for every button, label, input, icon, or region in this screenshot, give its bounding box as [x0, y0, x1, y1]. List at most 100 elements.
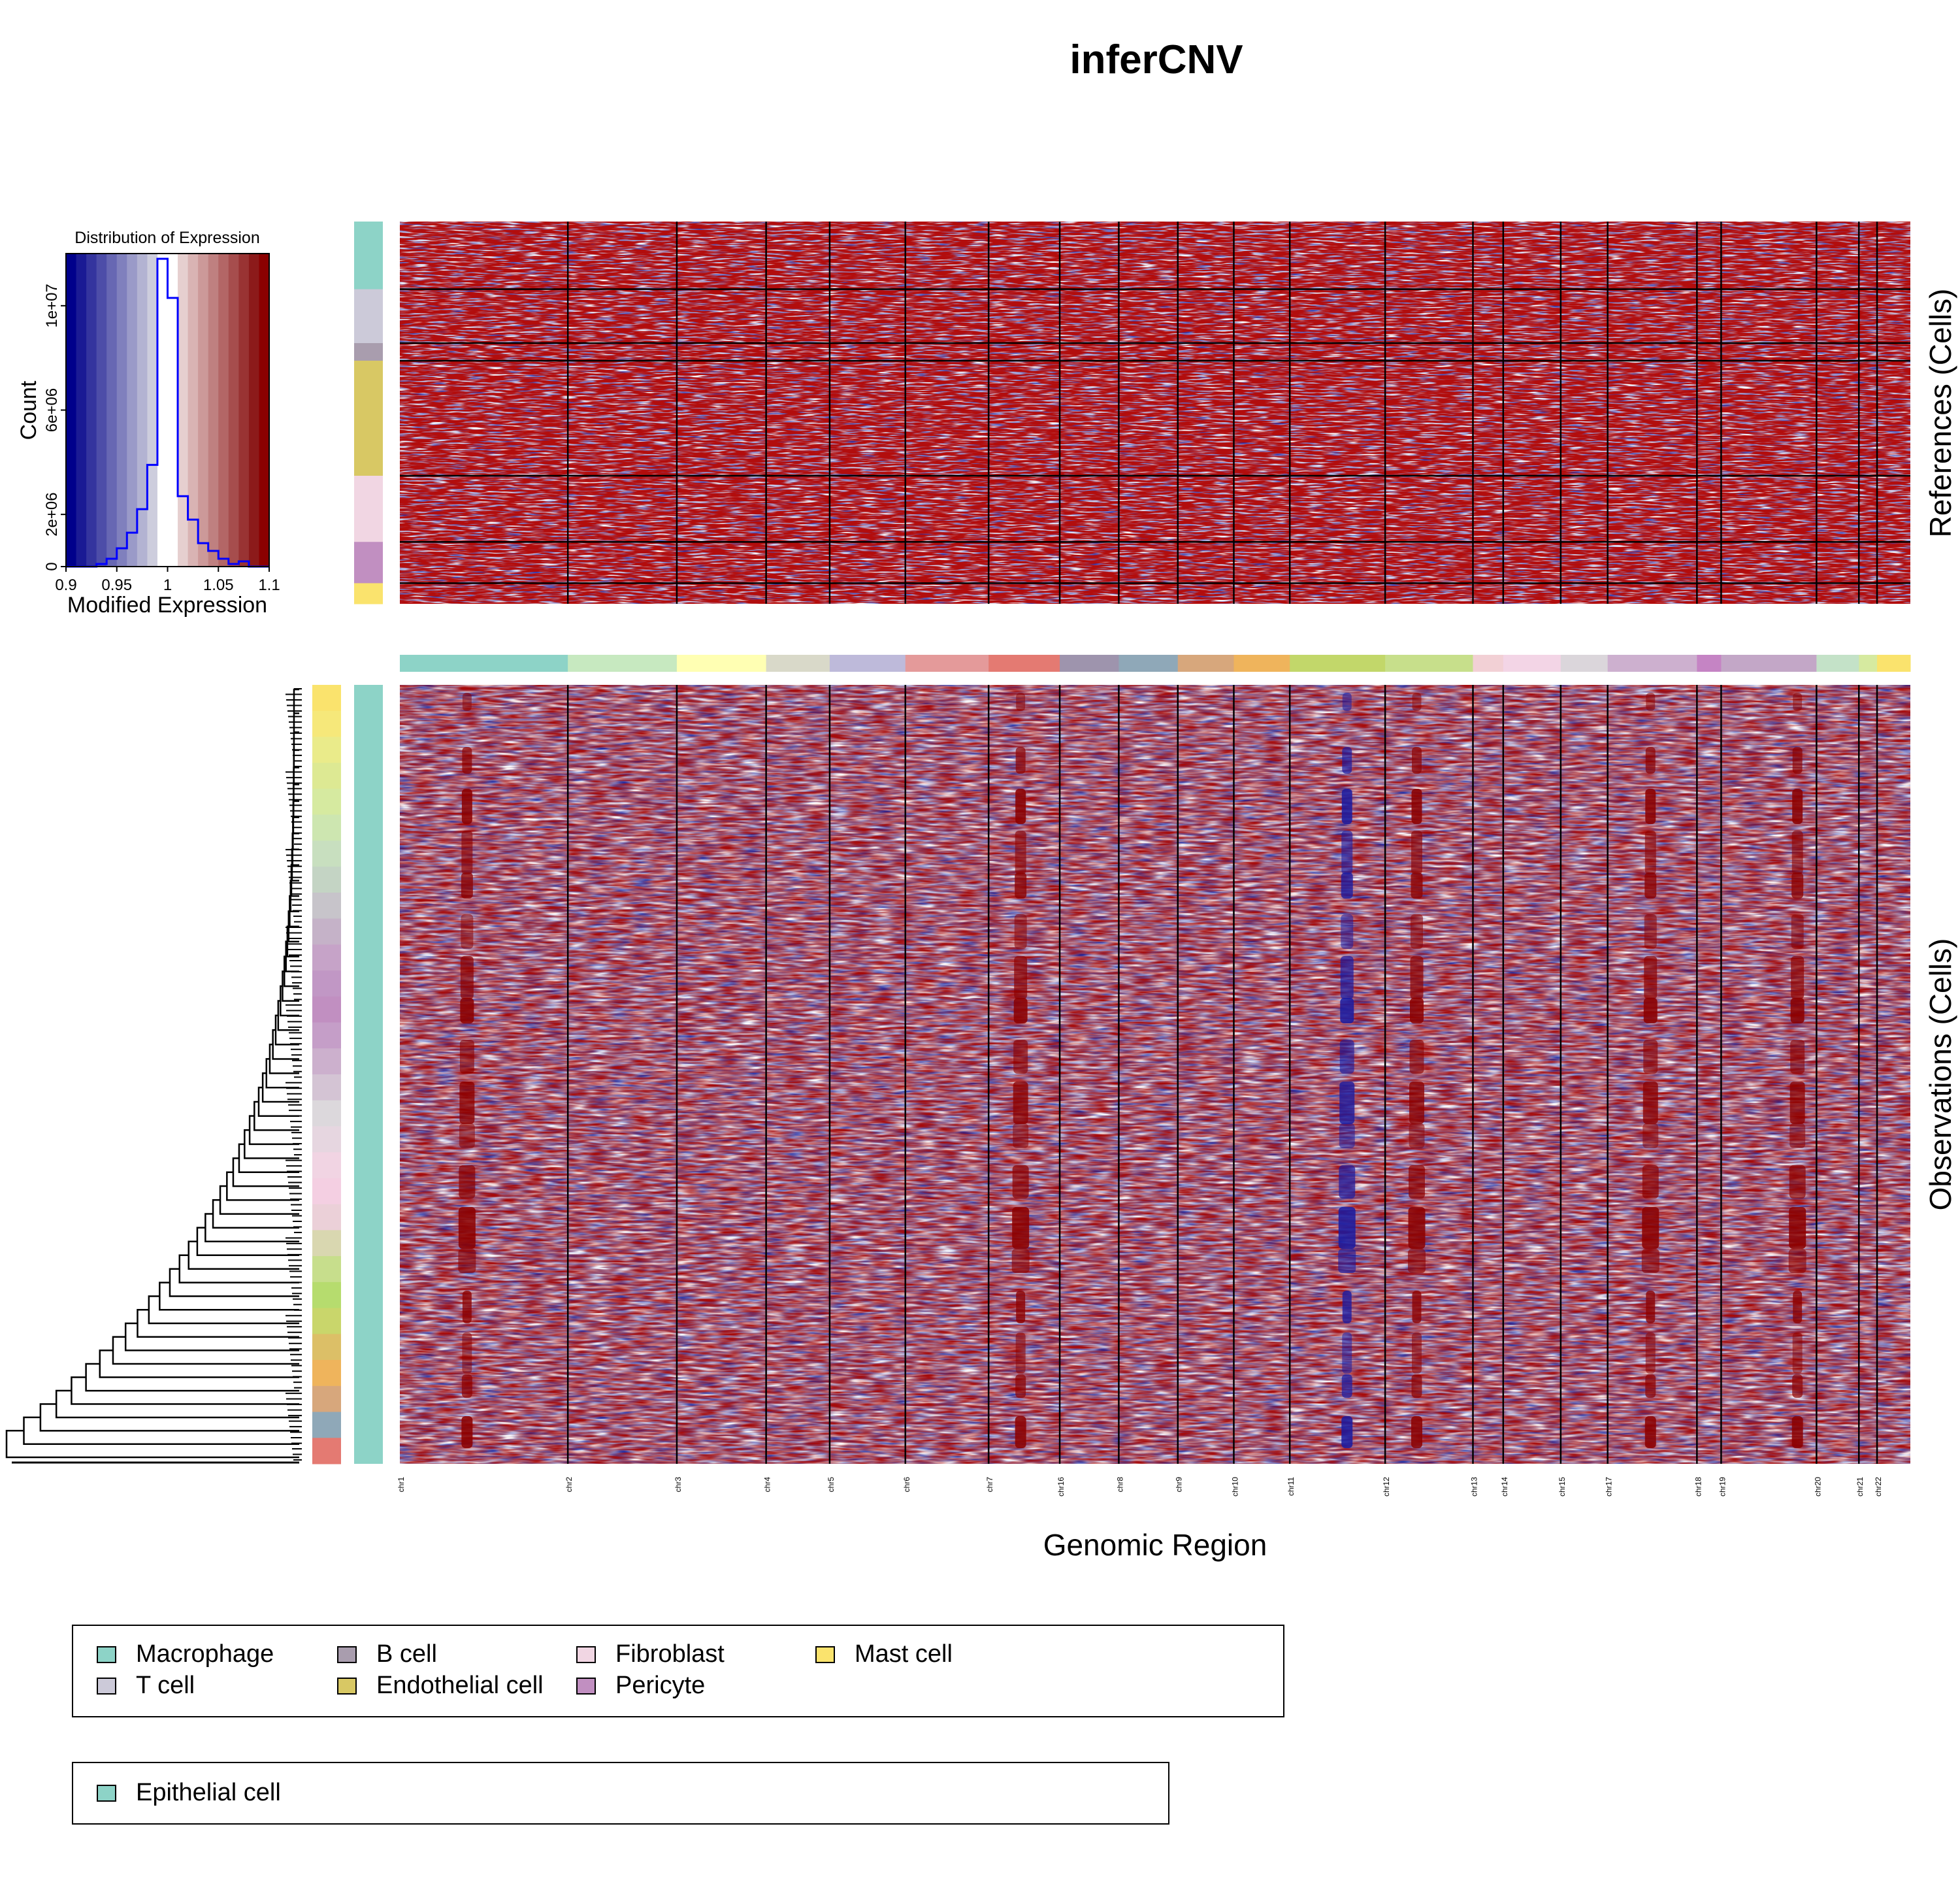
cnv-signal-blob: [1011, 1249, 1030, 1273]
cluster-segment: [312, 1282, 341, 1309]
cluster-segment: [312, 1100, 341, 1127]
chromosome-band-chr12: [1385, 655, 1473, 672]
cnv-signal-blob: [461, 1374, 472, 1398]
cnv-signal-blob: [1015, 747, 1026, 774]
cnv-signal-blob: [1338, 1207, 1356, 1249]
histogram-y-tick-label: 1e+07: [43, 284, 61, 327]
cnv-signal-blob: [1411, 872, 1423, 899]
cluster-segment: [312, 1256, 341, 1283]
cluster-segment: [312, 970, 341, 997]
cnv-signal-blob: [462, 1291, 472, 1323]
cnv-signal-blob: [1339, 1082, 1355, 1124]
cnv-signal-blob: [459, 1082, 475, 1124]
reference-legend: Macrophage T cell B cell Endothelial cel…: [72, 1625, 1284, 1717]
cluster-segment: [312, 1204, 341, 1231]
legend-item-t-cell: T cell: [97, 1672, 195, 1700]
histogram-color-band: [218, 254, 229, 567]
cnv-signal-blob: [1644, 1416, 1656, 1448]
histogram-x-tick-label: 0.95: [101, 576, 132, 594]
cnv-signal-blob: [461, 872, 473, 899]
histogram-title: Distribution of Expression: [74, 229, 259, 247]
cnv-signal-blob: [1410, 956, 1424, 999]
cnv-signal-blob: [1790, 998, 1805, 1023]
chromosome-band-chr10: [1233, 655, 1290, 672]
reference-group-pericyte: [354, 542, 383, 584]
cnv-signal-blob: [1339, 1165, 1356, 1199]
cnv-signal-blob: [460, 956, 474, 999]
cnv-signal-blob: [462, 1332, 472, 1374]
cnv-signal-blob: [1408, 1207, 1426, 1249]
cnv-signal-blob: [1411, 747, 1422, 774]
observation-dendrogram: [5, 688, 302, 1464]
histogram-y-tick-label: 2e+06: [43, 492, 61, 536]
cnv-signal-blob: [1341, 1416, 1353, 1448]
cluster-segment: [312, 710, 341, 737]
cnv-signal-blob: [461, 831, 473, 874]
cluster-segment: [312, 892, 341, 919]
chromosome-label-chr6: chr6: [902, 1477, 911, 1493]
legend-swatch: [576, 1646, 596, 1663]
cnv-signal-blob: [1411, 831, 1422, 874]
cnv-signal-blob: [1789, 1123, 1806, 1148]
chromosome-band-chr8: [1119, 655, 1179, 672]
cnv-signal-blob: [1412, 693, 1422, 711]
histogram-color-band: [188, 254, 199, 567]
references-heatmap: [400, 222, 1910, 604]
cnv-signal-blob: [1341, 831, 1353, 874]
histogram-count-line: [66, 257, 269, 568]
observation-group-bar: [354, 685, 383, 1464]
chromosome-band-chr13: [1473, 655, 1504, 672]
legend-swatch: [815, 1646, 835, 1663]
cnv-signal-blob: [1012, 1207, 1030, 1249]
chromosome-label-chr18: chr18: [1693, 1477, 1703, 1497]
chromosome-band-chr21: [1859, 655, 1878, 672]
histogram-color-band: [248, 254, 259, 567]
chromosome-label-chr1: chr1: [397, 1477, 406, 1493]
cnv-signal-blob: [1407, 1249, 1426, 1273]
cnv-signal-blob: [1342, 1332, 1352, 1374]
cnv-signal-blob: [460, 998, 474, 1023]
histogram-x-tick-label: 0.9: [55, 576, 76, 594]
chromosome-band-chr5: [829, 655, 906, 672]
chromosome-band-chr11: [1290, 655, 1386, 672]
histogram-color-band: [259, 254, 270, 567]
legend-label: Epithelial cell: [136, 1779, 281, 1806]
histogram-color-band: [167, 254, 178, 567]
cnv-signal-blob: [1641, 1249, 1659, 1273]
cnv-signal-blob: [1341, 789, 1352, 824]
cluster-segment: [312, 685, 341, 712]
chromosome-band-chr2: [568, 655, 678, 672]
histogram-color-band: [96, 254, 107, 567]
chromosome-label-chr13: chr13: [1469, 1477, 1478, 1497]
cnv-signal-blob: [1791, 831, 1803, 874]
cluster-segment: [312, 1074, 341, 1101]
chromosome-label-chr15: chr15: [1558, 1477, 1567, 1497]
cluster-segment: [312, 918, 341, 945]
histogram-y-axis: 0 2e+06 6e+06 1e+07: [43, 284, 66, 571]
cnv-signal-blob: [1793, 693, 1803, 711]
cnv-signal-blob: [1792, 747, 1803, 774]
cnv-signal-blob: [1339, 1040, 1354, 1074]
cnv-signal-blob: [1789, 1165, 1806, 1199]
cluster-segment: [312, 996, 341, 1023]
histogram-color-band: [66, 254, 77, 567]
cnv-signal-blob: [461, 914, 474, 949]
chromosome-label-chr2: chr2: [564, 1477, 574, 1493]
histogram-color-bands: [66, 254, 270, 567]
cnv-signal-blob: [1408, 1165, 1425, 1199]
chromosome-label-chr9: chr9: [1175, 1477, 1184, 1493]
reference-group-endothelial-cell: [354, 360, 383, 476]
cnv-signal-blob: [1016, 1291, 1026, 1323]
cnv-signal-blob: [1642, 1123, 1659, 1148]
histogram-x-label: Modified Expression: [67, 593, 267, 618]
cnv-signal-blob: [1792, 1332, 1803, 1374]
histogram-x-tick-label: 1.1: [258, 576, 280, 594]
cnv-signal-blob: [1013, 998, 1028, 1023]
cnv-signal-blob: [1016, 693, 1026, 711]
cnv-signal-blob: [1791, 956, 1805, 999]
cnv-signal-blob: [1013, 1082, 1028, 1124]
legend-item-mast-cell: Mast cell: [815, 1640, 953, 1668]
cnv-signal-blob: [1340, 998, 1354, 1023]
cnv-signal-blob: [1791, 1416, 1803, 1448]
cnv-signal-blob: [462, 693, 472, 711]
